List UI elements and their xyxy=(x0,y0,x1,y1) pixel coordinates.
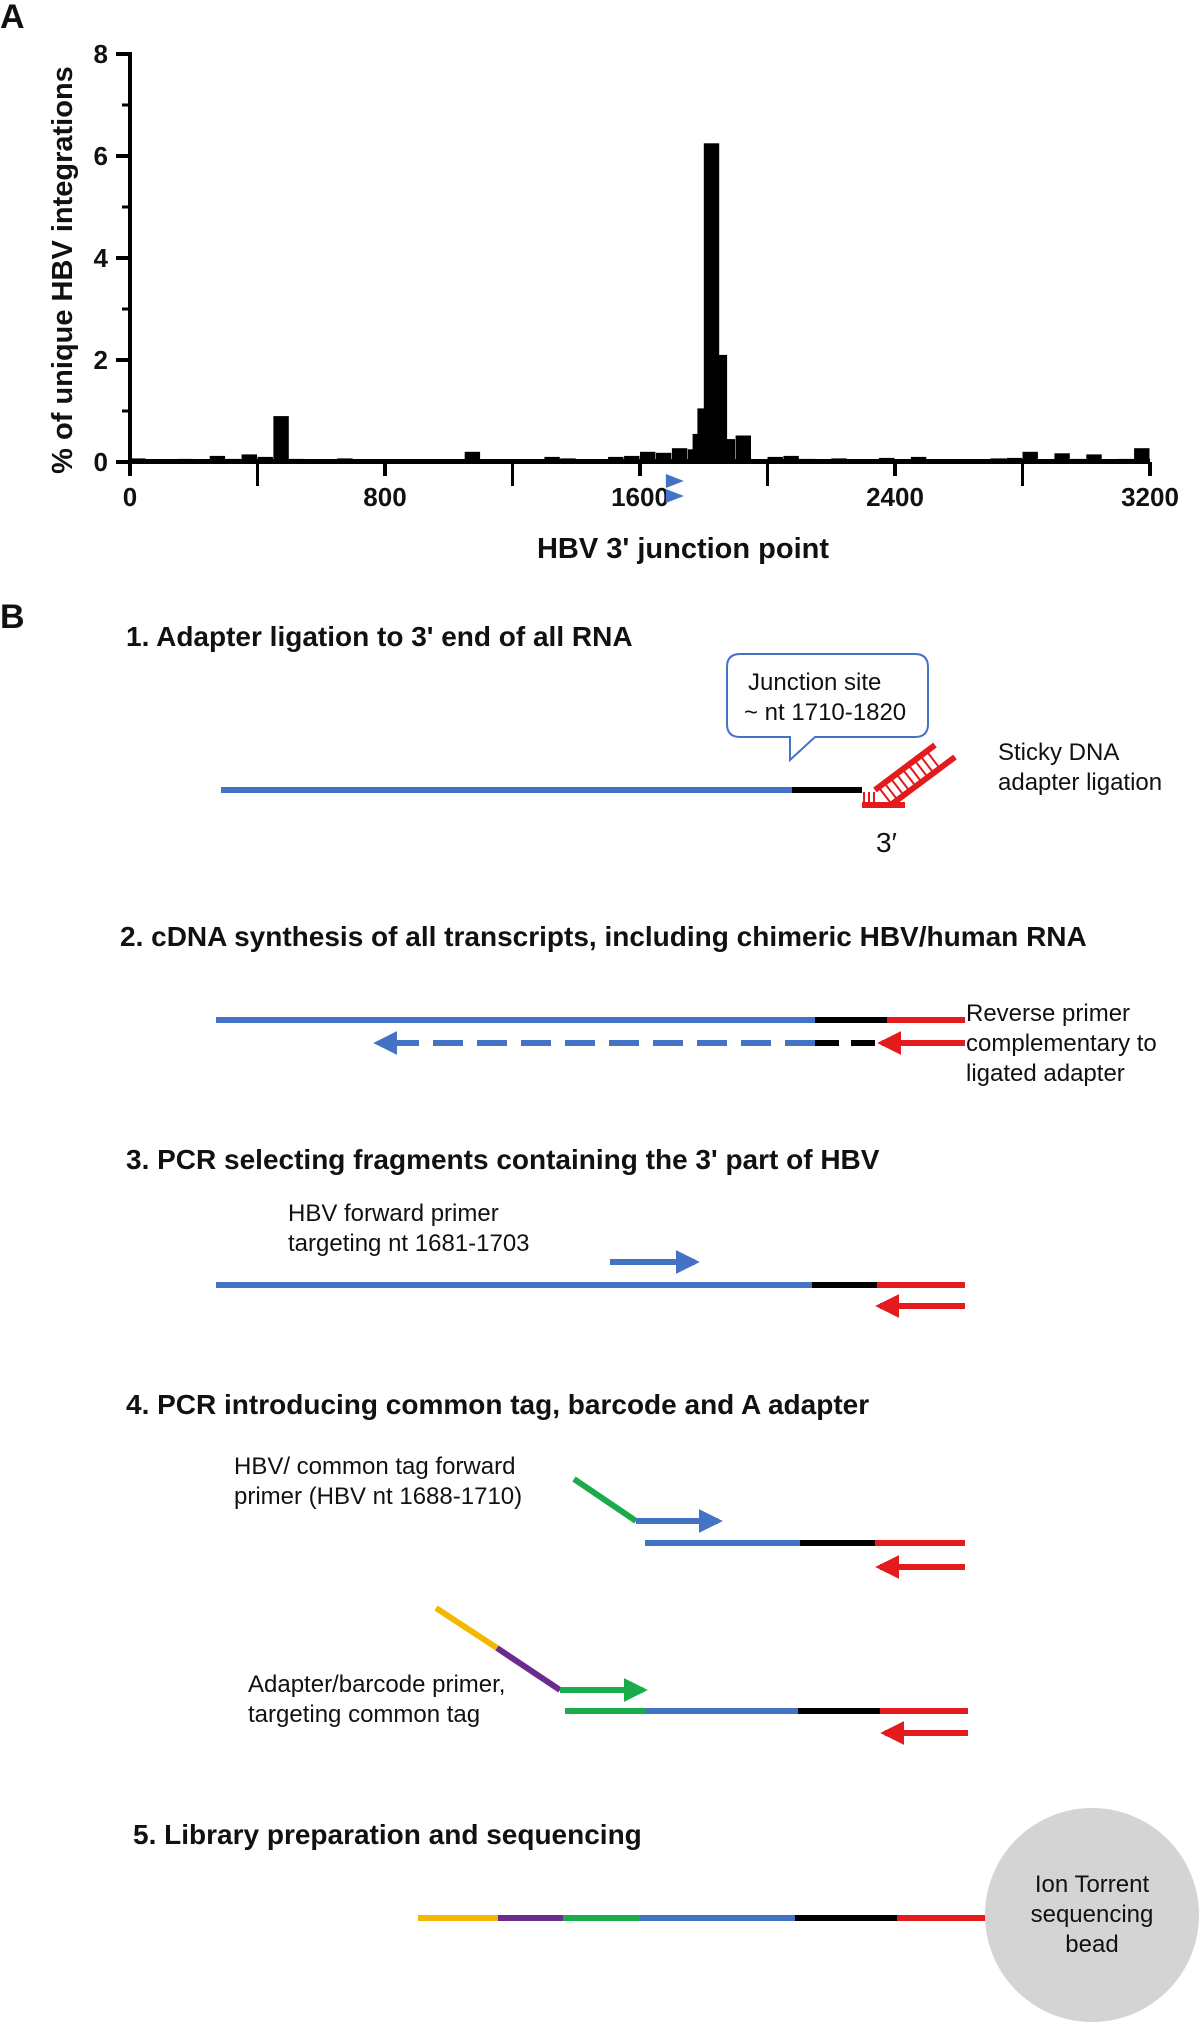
step-2-title: 2. cDNA synthesis of all transcripts, in… xyxy=(120,921,1087,952)
histogram-bar-8 xyxy=(273,416,289,462)
forward-primer-label-2: targeting nt 1681-1703 xyxy=(288,1230,530,1257)
x-tick-label-1600: 1600 xyxy=(611,482,669,512)
callout-line-1: Junction site xyxy=(748,669,881,696)
step-5-title: 5. Library preparation and sequencing xyxy=(133,1819,642,1850)
step-4-title: 4. PCR introducing common tag, barcode a… xyxy=(126,1389,869,1420)
common-tag-primer-label-1: HBV/ common tag forward xyxy=(234,1453,515,1480)
step-2: 2. cDNA synthesis of all transcripts, in… xyxy=(120,921,1157,1087)
x-tick-label-3200: 3200 xyxy=(1121,482,1179,512)
y-tick-label-2: 2 xyxy=(94,345,108,375)
step-3: 3. PCR selecting fragments containing th… xyxy=(126,1144,965,1318)
bead-label-2: sequencing xyxy=(1031,1901,1154,1928)
three-prime-label: 3′ xyxy=(876,827,897,858)
histogram-bar-12 xyxy=(464,451,481,462)
histogram-bar-41 xyxy=(1054,453,1070,462)
histogram-bar-4 xyxy=(209,455,226,462)
histogram-bar-18 xyxy=(640,451,656,462)
step-4: 4. PCR introducing common tag, barcode a… xyxy=(126,1389,968,1745)
histogram-bar-6 xyxy=(241,454,257,462)
step-1-title: 1. Adapter ligation to 3' end of all RNA xyxy=(126,621,633,652)
histogram-bar-40 xyxy=(1022,451,1038,462)
histogram-bar-25 xyxy=(711,354,728,462)
histogram-bar-45 xyxy=(1134,448,1150,462)
sticky-adapter xyxy=(862,742,957,808)
junction-callout xyxy=(726,653,929,763)
adapter-primer-label-1: Adapter/barcode primer, xyxy=(248,1671,505,1698)
bead-label-1: Ion Torrent xyxy=(1035,1871,1150,1898)
bars-layer xyxy=(130,143,1150,463)
histogram-bar-30 xyxy=(783,455,799,462)
y-tick-label-8: 8 xyxy=(94,39,108,69)
primer-position-marker xyxy=(665,474,684,503)
sticky-adapter-label-2: adapter ligation xyxy=(998,769,1162,796)
common-tag-primer-label-2: primer (HBV nt 1688-1710) xyxy=(234,1483,522,1510)
histogram-bar-43 xyxy=(1086,454,1102,462)
y-axis-title: % of unique HBV integrations xyxy=(47,66,79,474)
y-tick-label-4: 4 xyxy=(94,243,109,273)
common-tag-overhang xyxy=(572,1476,638,1524)
bead-label-3: bead xyxy=(1065,1931,1118,1958)
a-adapter-overhang xyxy=(434,1605,499,1651)
sticky-adapter-label-1: Sticky DNA xyxy=(998,739,1119,766)
adapter-primer-label-2: targeting common tag xyxy=(248,1701,480,1728)
reverse-primer-label-1: Reverse primer xyxy=(966,1000,1130,1027)
step-3-title: 3. PCR selecting fragments containing th… xyxy=(126,1144,880,1175)
histogram-bar-20 xyxy=(671,448,688,462)
ticks-layer: 0 2 4 6 8 0 800 1600 2400 3200 xyxy=(94,39,1179,512)
barcode-overhang xyxy=(495,1645,562,1693)
x-tick-label-0: 0 xyxy=(123,482,137,512)
primer-marker-lower xyxy=(665,489,684,503)
step-1: 1. Adapter ligation to 3' end of all RNA… xyxy=(126,621,1162,858)
y-tick-label-0: 0 xyxy=(94,447,108,477)
y-tick-label-6: 6 xyxy=(94,141,108,171)
step-5: 5. Library preparation and sequencing Io… xyxy=(133,1808,1199,2022)
histogram-bar-27 xyxy=(735,435,751,462)
primer-marker-upper xyxy=(665,474,684,488)
reverse-primer-label-3: ligated adapter xyxy=(966,1060,1125,1087)
panel-a-chart: % of unique HBV integrations HBV 3' junc… xyxy=(47,39,1179,565)
panel-b-label: B xyxy=(0,598,25,636)
x-tick-label-2400: 2400 xyxy=(866,482,924,512)
forward-primer-label-1: HBV forward primer xyxy=(288,1200,499,1227)
axes-layer xyxy=(128,52,1150,464)
x-tick-label-800: 800 xyxy=(363,482,406,512)
panel-a-label: A xyxy=(0,0,25,36)
histogram-bar-26 xyxy=(719,439,736,462)
ion-torrent-bead xyxy=(985,1808,1199,2022)
callout-line-2: ~ nt 1710-1820 xyxy=(744,699,906,726)
histogram-bar-19 xyxy=(655,452,672,462)
reverse-primer-label-2: complementary to xyxy=(966,1030,1157,1057)
x-axis-title: HBV 3' junction point xyxy=(537,533,829,565)
histogram-bar-17 xyxy=(624,455,640,462)
